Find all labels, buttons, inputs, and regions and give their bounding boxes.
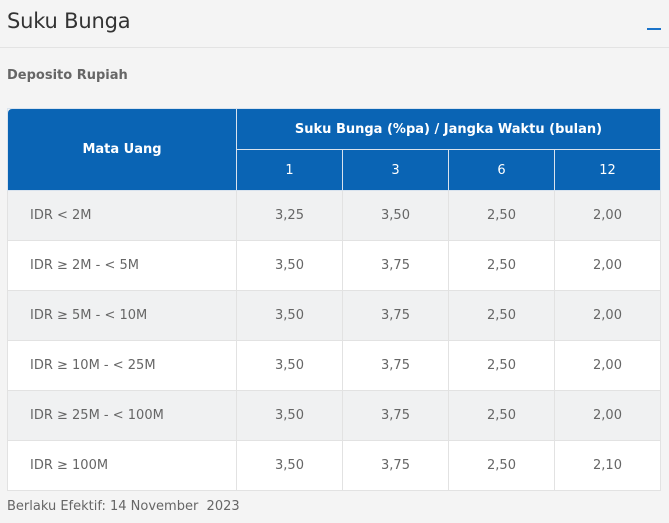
table-row: IDR ≥ 100M 3,50 3,75 2,50 2,10	[7, 440, 661, 491]
rate-cell: 2,50	[448, 240, 555, 291]
term-header: 6	[448, 149, 555, 191]
section-header: Suku Bunga	[0, 0, 669, 48]
rate-cell: 2,00	[554, 290, 661, 341]
currency-tier-label: IDR < 2M	[7, 190, 237, 241]
currency-tier-label: IDR ≥ 25M - < 100M	[7, 390, 237, 441]
rate-cell: 3,50	[236, 390, 343, 441]
rate-cell: 3,50	[236, 290, 343, 341]
rate-cell: 3,75	[342, 290, 449, 341]
page-title: Suku Bunga	[7, 9, 131, 33]
table-row: IDR ≥ 25M - < 100M 3,50 3,75 2,50 2,00	[7, 390, 661, 441]
rate-cell: 2,00	[554, 190, 661, 241]
term-header: 12	[554, 149, 661, 191]
rate-cell: 2,00	[554, 340, 661, 391]
rate-cell: 2,50	[448, 340, 555, 391]
divider	[0, 47, 669, 48]
currency-column-header: Mata Uang	[7, 108, 237, 191]
rate-cell: 2,10	[554, 440, 661, 491]
currency-tier-label: IDR ≥ 10M - < 25M	[7, 340, 237, 391]
rate-cell: 2,50	[448, 390, 555, 441]
term-header: 1	[236, 149, 343, 191]
table-row: IDR ≥ 5M - < 10M 3,50 3,75 2,50 2,00	[7, 290, 661, 341]
rate-cell: 3,75	[342, 390, 449, 441]
minus-icon[interactable]	[647, 28, 661, 30]
rate-cell: 3,75	[342, 240, 449, 291]
section-subtitle: Deposito Rupiah	[7, 68, 128, 83]
rate-cell: 2,00	[554, 390, 661, 441]
rate-cell: 3,50	[342, 190, 449, 241]
currency-tier-label: IDR ≥ 100M	[7, 440, 237, 491]
effective-date-note: Berlaku Efektif: 14 November 2023	[7, 499, 240, 514]
currency-tier-label: IDR ≥ 2M - < 5M	[7, 240, 237, 291]
rate-term-group-header: Suku Bunga (%pa) / Jangka Waktu (bulan)	[236, 108, 661, 150]
table-row: IDR ≥ 10M - < 25M 3,50 3,75 2,50 2,00	[7, 340, 661, 391]
rate-cell: 3,50	[236, 340, 343, 391]
table-row: IDR < 2M 3,25 3,50 2,50 2,00	[7, 190, 661, 241]
rate-cell: 2,50	[448, 190, 555, 241]
currency-tier-label: IDR ≥ 5M - < 10M	[7, 290, 237, 341]
rate-cell: 3,50	[236, 240, 343, 291]
rate-cell: 3,25	[236, 190, 343, 241]
table-row: IDR ≥ 2M - < 5M 3,50 3,75 2,50 2,00	[7, 240, 661, 291]
term-header: 3	[342, 149, 449, 191]
rate-cell: 3,50	[236, 440, 343, 491]
rate-cell: 2,50	[448, 290, 555, 341]
interest-rate-table: Mata Uang Suku Bunga (%pa) / Jangka Wakt…	[7, 108, 661, 491]
rate-cell: 3,75	[342, 340, 449, 391]
rate-cell: 2,00	[554, 240, 661, 291]
rate-cell: 2,50	[448, 440, 555, 491]
rate-cell: 3,75	[342, 440, 449, 491]
